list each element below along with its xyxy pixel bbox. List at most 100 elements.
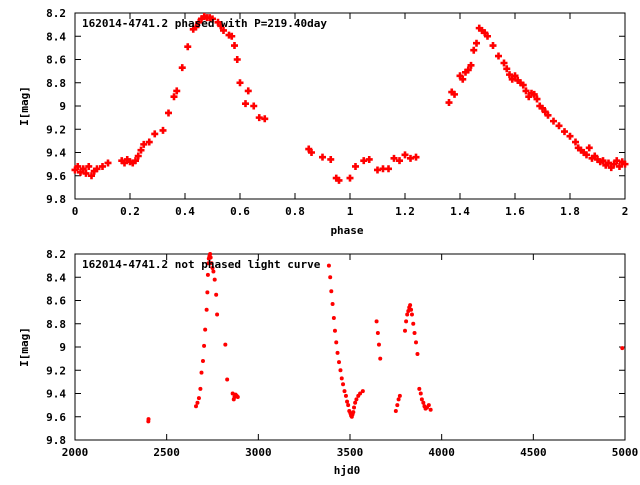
data-point	[223, 342, 228, 347]
data-point	[550, 117, 557, 125]
x-tick-labels: 0 0.2 0.4 0.6 0.8 1 1.2 1.4 1.6 1.8 2	[72, 205, 629, 218]
y-tick-label: 8.2	[46, 7, 66, 20]
data-point	[412, 331, 417, 336]
data-point	[418, 391, 423, 396]
data-point	[621, 160, 629, 168]
data-point	[352, 405, 357, 410]
data-point	[205, 290, 210, 295]
y-tick-label: 8.4	[46, 30, 66, 43]
x-tick-label: 0.8	[285, 205, 305, 218]
data-point	[328, 275, 333, 280]
data-point	[198, 386, 203, 391]
y-tick-label: 9.2	[46, 123, 66, 136]
data-point	[132, 157, 139, 165]
data-point	[195, 400, 200, 405]
data-point	[585, 144, 593, 152]
y-tick-label: 9.8	[46, 193, 66, 206]
data-point	[343, 393, 348, 398]
x-tick-label: 0	[72, 205, 79, 218]
data-point	[404, 319, 409, 324]
data-point	[79, 165, 87, 173]
data-point	[353, 400, 358, 405]
data-point	[378, 356, 383, 361]
data-point	[393, 408, 398, 413]
data-point	[495, 52, 502, 60]
data-point	[473, 39, 480, 47]
data-point	[334, 340, 339, 345]
data-point	[396, 157, 403, 165]
data-point	[326, 263, 331, 268]
data-point	[211, 269, 216, 274]
data-point	[137, 146, 145, 154]
y-tick-label: 9.2	[46, 364, 66, 377]
data-point	[215, 312, 220, 317]
data-point	[583, 151, 590, 159]
data-point	[335, 176, 343, 184]
data-point	[451, 90, 458, 98]
data-point	[358, 391, 363, 396]
data-point	[196, 396, 201, 401]
data-point	[561, 128, 568, 136]
unphased-light-curve-panel: 2000 2500 3000 3500 4000 4500 5000 8.28.48.68.…	[18, 248, 638, 477]
data-point	[339, 376, 344, 381]
data-point	[261, 115, 269, 123]
data-point	[445, 99, 453, 107]
data-point	[345, 399, 350, 404]
data-point	[346, 403, 351, 408]
y-tick-label: 8.2	[46, 248, 66, 261]
data-point	[376, 342, 381, 347]
data-point	[233, 56, 241, 63]
data-point	[620, 346, 625, 351]
x-tick-label: 1.6	[505, 205, 525, 218]
data-point	[403, 328, 407, 333]
data-point	[375, 331, 380, 336]
data-point	[467, 61, 475, 69]
data-point	[178, 64, 186, 72]
data-point	[206, 261, 211, 266]
data-point	[93, 165, 101, 173]
chart-title: 162014-4741.2 not phased light curve	[82, 258, 321, 271]
y-tick-labels: 8.2 8.4 8.6 8.8 9 9.2 9.4 9.6 9.8	[46, 248, 66, 447]
data-point	[530, 90, 538, 98]
data-point	[205, 272, 210, 277]
data-point	[85, 162, 93, 170]
y-tick-label: 9.4	[46, 147, 66, 160]
y-tick-label: 8.4	[46, 271, 66, 284]
data-point	[140, 140, 148, 148]
data-point	[214, 292, 219, 297]
data-point	[335, 350, 340, 355]
data-point	[354, 397, 359, 402]
x-tick-label: 3500	[337, 446, 364, 459]
data-point	[385, 165, 392, 173]
data-point	[319, 153, 326, 161]
y-tick-label: 9.4	[46, 388, 66, 401]
data-point	[338, 368, 343, 373]
phased-light-curve-panel: 0 0.2 0.4 0.6 0.8 1 1.2 1.4 1.6 1.8 2 8.2 8.4 8.6 8.8…	[18, 7, 629, 237]
data-point	[165, 109, 172, 117]
x-axis-label: hjd0	[334, 464, 361, 477]
data-point	[204, 307, 209, 312]
data-point	[146, 417, 151, 422]
data-point	[202, 343, 207, 348]
data-point	[209, 15, 216, 23]
data-point	[203, 327, 208, 332]
data-point	[409, 312, 414, 317]
data-point	[170, 93, 178, 101]
x-tick-label: 0.6	[230, 205, 250, 218]
data-point	[519, 81, 527, 89]
data-point	[401, 151, 409, 159]
data-point	[533, 95, 541, 103]
x-tick-label: 0.2	[120, 205, 140, 218]
data-point	[484, 32, 491, 40]
y-axis-label: I[mag]	[18, 86, 31, 126]
data-point	[397, 393, 402, 398]
data-point	[200, 358, 205, 363]
x-tick-label: 4500	[520, 446, 547, 459]
data-point	[555, 122, 563, 130]
x-tick-label: 1	[347, 205, 354, 218]
data-point	[341, 382, 346, 387]
data-point	[500, 59, 508, 67]
data-point	[99, 162, 106, 170]
y-tick-label: 8.8	[46, 77, 66, 90]
